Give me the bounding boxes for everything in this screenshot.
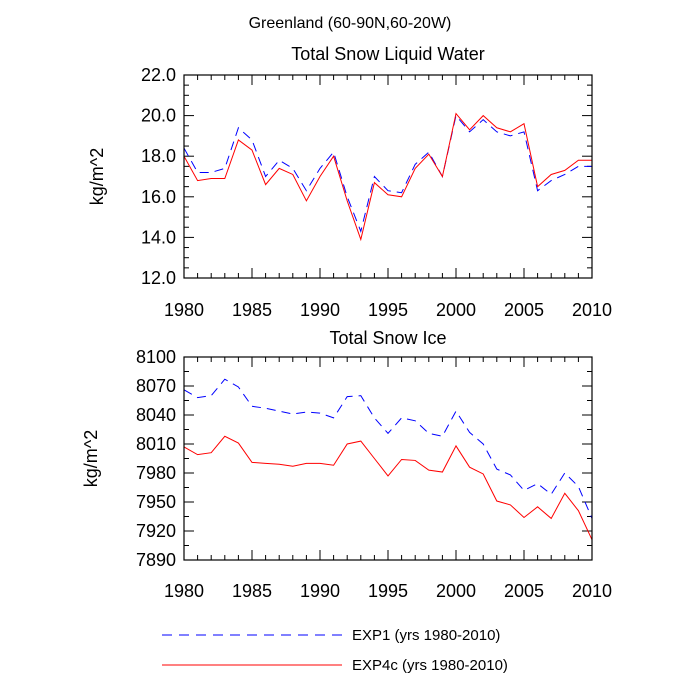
figure-suptitle: Greenland (60-90N,60-20W) <box>249 15 452 32</box>
y-axis-label: kg/m^2 <box>87 148 107 205</box>
y-tick-label: 7980 <box>136 463 176 483</box>
series-line-exp1 <box>183 114 592 233</box>
x-tick-label: 1995 <box>368 300 408 320</box>
x-tick-label: 2000 <box>436 581 476 601</box>
x-tick-label: 1985 <box>232 300 272 320</box>
x-tick-label: 2010 <box>572 300 612 320</box>
legend-label-exp1: EXP1 (yrs 1980-2010) <box>352 627 500 644</box>
y-axis-label: kg/m^2 <box>81 430 101 487</box>
x-tick-label: 1985 <box>232 581 272 601</box>
x-tick-label: 1995 <box>368 581 408 601</box>
y-tick-label: 8040 <box>136 405 176 425</box>
y-tick-label: 16.0 <box>141 187 176 207</box>
y-tick-label: 22.0 <box>141 65 176 85</box>
y-tick-label: 20.0 <box>141 106 176 126</box>
plot-frame <box>183 74 593 279</box>
y-tick-label: 7920 <box>136 521 176 541</box>
chart-panel-snow-ice: Total Snow Ice kg/m^2 1980 1985 1990 1995 2000… <box>81 328 612 601</box>
series-line-exp4c <box>183 435 593 540</box>
legend-label-exp4c: EXP4c (yrs 1980-2010) <box>352 657 508 674</box>
x-tick-label: 1980 <box>164 300 204 320</box>
plot-frame <box>183 356 593 561</box>
x-tick-label: 2000 <box>436 300 476 320</box>
x-tick-label: 2005 <box>504 581 544 601</box>
y-tick-label: 14.0 <box>141 227 176 247</box>
series-line-exp4c <box>183 112 592 242</box>
legend: EXP1 (yrs 1980-2010) EXP4c (yrs 1980-201… <box>162 627 508 674</box>
y-tick-label: 7890 <box>136 550 176 570</box>
chart-panel-snow-liquid-water: Total Snow Liquid Water kg/m^2 1980 1985 199… <box>87 44 612 320</box>
y-tick-label: 12.0 <box>141 268 176 288</box>
chart-title: Total Snow Liquid Water <box>291 44 484 64</box>
y-tick-label: 7950 <box>136 492 176 512</box>
x-tick-label: 1980 <box>164 581 204 601</box>
x-tick-label: 2005 <box>504 300 544 320</box>
y-tick-label: 8010 <box>136 434 176 454</box>
chart-title: Total Snow Ice <box>329 328 446 348</box>
series-line-exp1 <box>183 378 593 519</box>
y-tick-label: 18.0 <box>141 146 176 166</box>
x-tick-label: 1990 <box>300 581 340 601</box>
x-tick-label: 2010 <box>572 581 612 601</box>
x-tick-label: 1990 <box>300 300 340 320</box>
y-tick-label: 8070 <box>136 376 176 396</box>
y-tick-label: 8100 <box>136 347 176 367</box>
